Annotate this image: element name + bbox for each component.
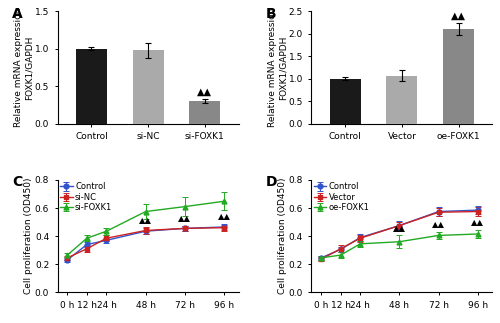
Text: ▲▲: ▲▲ (178, 214, 192, 223)
Y-axis label: Cell proliferation (OD450): Cell proliferation (OD450) (278, 178, 287, 294)
Bar (330, 79, 361, 124)
Text: ▲▲: ▲▲ (472, 218, 484, 227)
Text: C: C (12, 175, 22, 189)
Bar (386, 76, 418, 124)
Text: ▲▲: ▲▲ (198, 87, 212, 97)
Text: ▲▲: ▲▲ (393, 224, 406, 233)
Y-axis label: Relative mRNA expression
FOXK1/GAPDH: Relative mRNA expression FOXK1/GAPDH (14, 8, 34, 127)
Y-axis label: Cell proliferation (OD450): Cell proliferation (OD450) (24, 178, 34, 294)
Y-axis label: Relative mRNA expression
FOXK1/GAPDH: Relative mRNA expression FOXK1/GAPDH (268, 8, 287, 127)
Text: ▲▲: ▲▲ (432, 220, 445, 229)
Text: ▲▲: ▲▲ (451, 11, 466, 21)
Bar (132, 50, 164, 124)
Bar (189, 101, 220, 124)
Legend: Control, si-NC, si-FOXK1: Control, si-NC, si-FOXK1 (60, 182, 112, 212)
Bar (443, 29, 474, 124)
Text: D: D (266, 175, 278, 189)
Legend: Control, Vector, oe-FOXK1: Control, Vector, oe-FOXK1 (314, 182, 370, 212)
Text: B: B (266, 7, 276, 21)
Text: ▲▲: ▲▲ (218, 212, 230, 221)
Bar (76, 49, 107, 124)
Text: ▲▲: ▲▲ (139, 216, 152, 225)
Text: A: A (12, 7, 23, 21)
